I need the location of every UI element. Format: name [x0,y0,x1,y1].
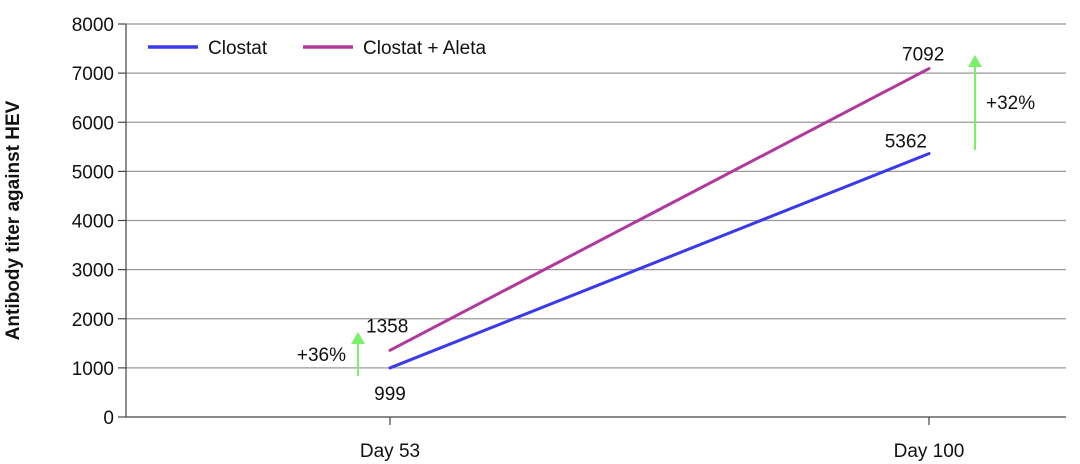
y-tick-label: 5000 [72,162,114,183]
series-line-clostat [388,152,931,370]
y-tick-label: 8000 [72,15,114,36]
y-tick-label: 2000 [72,310,114,331]
data-label: 5362 [885,132,927,153]
annotation-label: +36% [297,345,346,366]
x-axis-ticks: Day 53 Day 100 [360,417,964,462]
legend-label: Clostat [208,38,268,59]
y-tick-label: 7000 [72,64,114,85]
annotation-arrow-head [351,332,365,344]
y-axis-label: Antibody titer against HEV [3,100,24,340]
legend: Clostat Clostat + Aleta [148,38,486,59]
series-lines [388,67,931,370]
annotation-arrow-head [968,55,982,67]
y-tick-label: 1000 [72,359,114,380]
y-axis-ticks: 0 1000 2000 3000 4000 5000 6000 7000 8000 [72,15,126,429]
data-labels: 999 5362 1358 7092 [366,45,944,405]
y-tick-label: 0 [103,408,114,429]
change-annotations: +36% +32% [297,55,1035,376]
series-line-clostat-aleta [388,67,931,352]
x-tick-label: Day 53 [360,441,420,462]
gridlines [126,23,1066,369]
y-tick-label: 4000 [72,212,114,233]
legend-label: Clostat + Aleta [363,38,486,59]
y-tick-label: 3000 [72,261,114,282]
data-label: 1358 [366,316,408,337]
data-label: 999 [374,384,406,405]
x-tick-label: Day 100 [894,441,965,462]
annotation-label: +32% [986,93,1035,114]
data-label: 7092 [902,45,944,66]
y-tick-label: 6000 [72,113,114,134]
